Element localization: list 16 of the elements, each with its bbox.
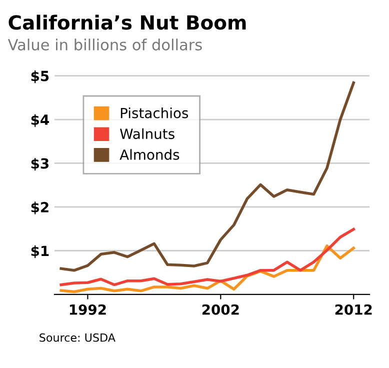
x-tick-label: 2002: [202, 304, 239, 315]
legend-label: Walnuts: [120, 128, 174, 140]
y-tick-label: $5: [31, 70, 49, 84]
y-tick-label: $1: [31, 245, 49, 258]
y-tick-label: $4: [31, 114, 49, 127]
line-series: [60, 81, 355, 272]
chart-title: California’s Nut Boom: [8, 14, 246, 30]
x-tick-label: 1992: [70, 304, 106, 315]
source-note: Source: USDA: [40, 333, 116, 342]
chart-subtitle: Value in billions of dollars: [8, 38, 202, 50]
x-tick-label: 2012: [335, 304, 372, 315]
legend-label: Pistachios: [120, 108, 188, 118]
line-series: [60, 228, 355, 286]
y-tick-label: $2: [31, 202, 48, 214]
y-tick-label: $3: [31, 158, 48, 171]
legend-label: Almonds: [120, 149, 180, 160]
